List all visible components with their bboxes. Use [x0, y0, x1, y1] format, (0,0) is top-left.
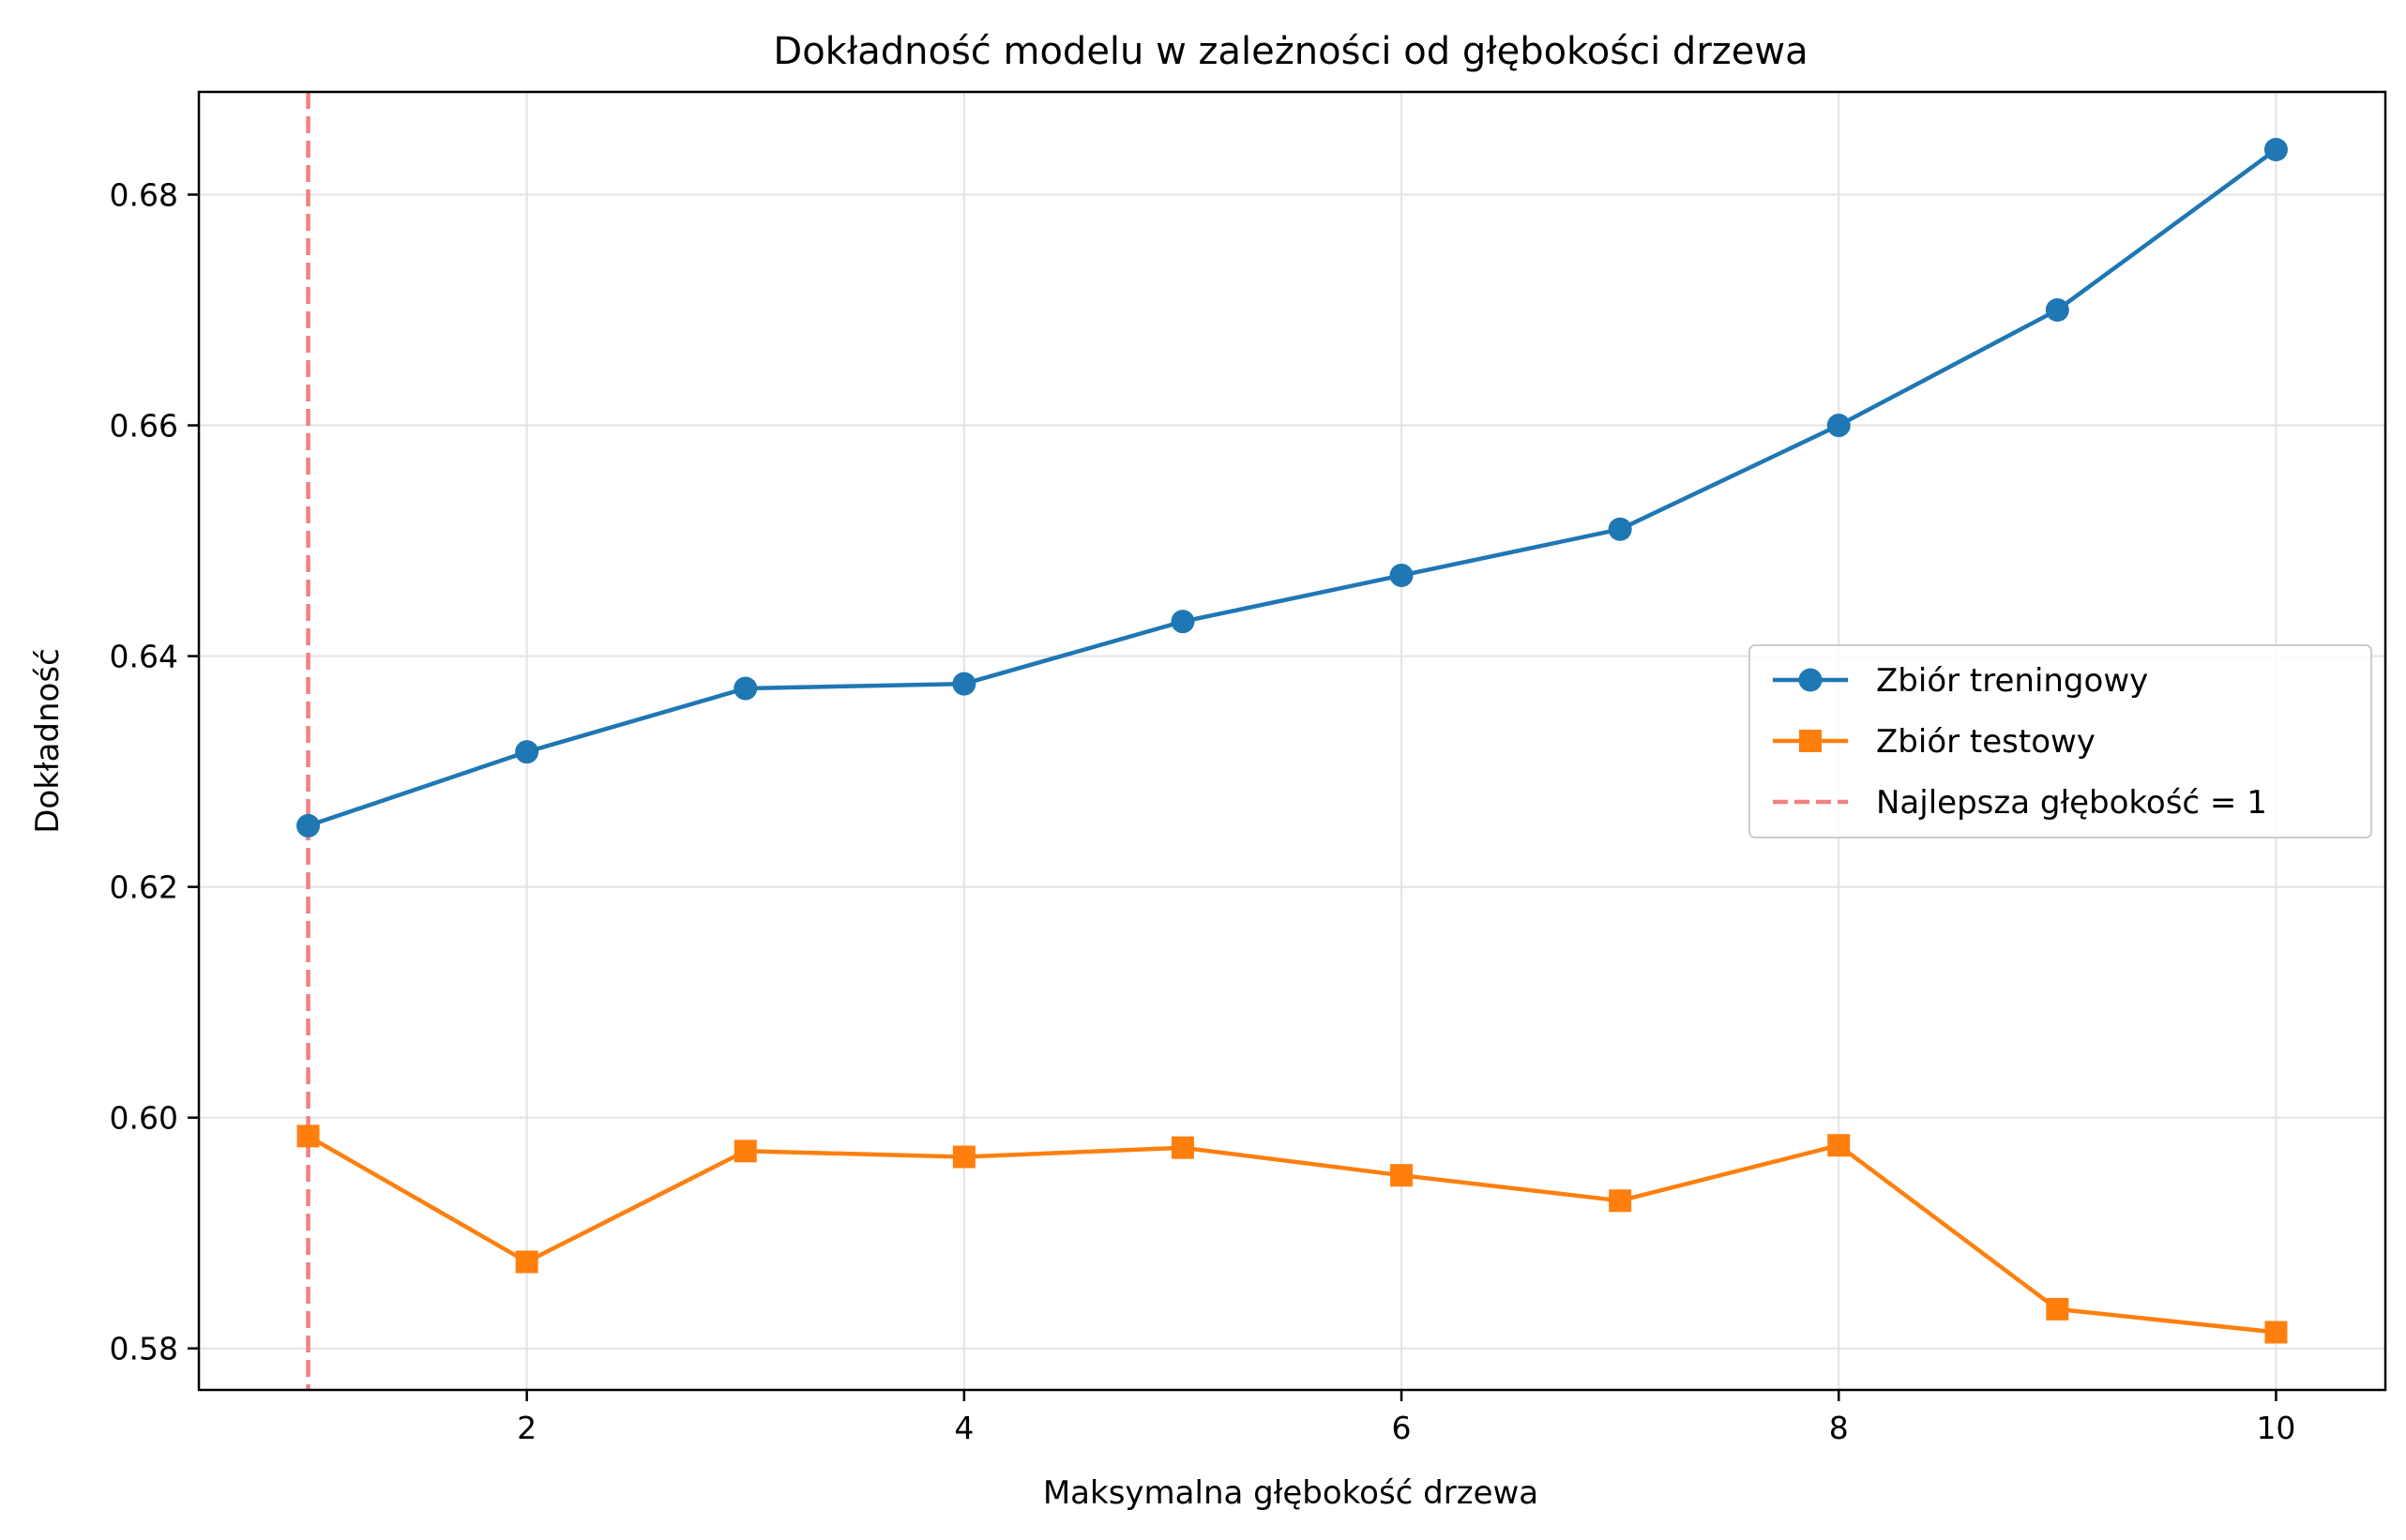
legend-marker-square [1799, 730, 1822, 752]
data-point-circle [1389, 563, 1414, 587]
data-point-circle [296, 813, 321, 838]
x-tick-label: 8 [1829, 1410, 1849, 1446]
data-point-circle [2045, 298, 2069, 323]
grid [199, 92, 2385, 1390]
data-point-square [515, 1250, 538, 1274]
y-axis-ticks: 0.58 0.60 0.62 0.64 0.66 0.68 [110, 176, 199, 1367]
data-point-circle [1826, 414, 1851, 438]
y-tick-label: 0.62 [110, 869, 178, 906]
x-axis-ticks: 2 4 6 8 10 [517, 1390, 2295, 1446]
legend-box [1748, 644, 2372, 838]
y-tick-label: 0.60 [110, 1100, 178, 1137]
data-point-square [1827, 1134, 1851, 1157]
data-point-circle [515, 740, 539, 764]
legend: Zbiór treningowy Zbiór testowy Najlepsza g… [1748, 644, 2372, 838]
data-point-square [1390, 1164, 1414, 1187]
data-point-square [2264, 1321, 2288, 1344]
series-layer [296, 138, 2288, 1344]
chart-title: Dokładność modelu w zależności od głębok… [773, 30, 1808, 73]
y-tick-label: 0.64 [110, 639, 178, 675]
series-line [307, 147, 2277, 828]
data-point-square [1171, 1136, 1194, 1159]
x-tick-label: 4 [954, 1410, 974, 1446]
data-point-square [952, 1145, 976, 1169]
legend-label: Najlepsza głębokość = 1 [1876, 784, 2267, 822]
legend-marker-circle [1798, 668, 1823, 692]
data-point-square [2046, 1297, 2069, 1321]
y-axis-title: Dokładność [29, 648, 67, 834]
plot-area-frame [197, 90, 2387, 1392]
x-tick-label: 2 [517, 1410, 537, 1446]
x-tick-label: 6 [1392, 1410, 1412, 1446]
legend-label: Zbiór testowy [1876, 723, 2096, 761]
x-tick-label: 10 [2256, 1410, 2295, 1446]
data-point-circle [1171, 610, 1195, 634]
series-train [296, 138, 2288, 838]
y-tick-label: 0.68 [110, 176, 178, 213]
legend-label: Zbiór treningowy [1876, 662, 2148, 700]
data-point-square [1609, 1189, 1632, 1213]
data-point-circle [734, 676, 758, 701]
x-axis-title: Maksymalna głębokość drzewa [1043, 1474, 1538, 1512]
data-point-circle [2263, 138, 2288, 162]
series-line [307, 1134, 2277, 1335]
data-point-square [734, 1140, 757, 1163]
data-point-circle [1608, 517, 1632, 541]
series-test [296, 1125, 2288, 1344]
y-tick-label: 0.58 [110, 1331, 178, 1367]
y-tick-label: 0.66 [110, 408, 178, 445]
data-point-square [296, 1125, 320, 1148]
data-point-circle [952, 672, 976, 696]
